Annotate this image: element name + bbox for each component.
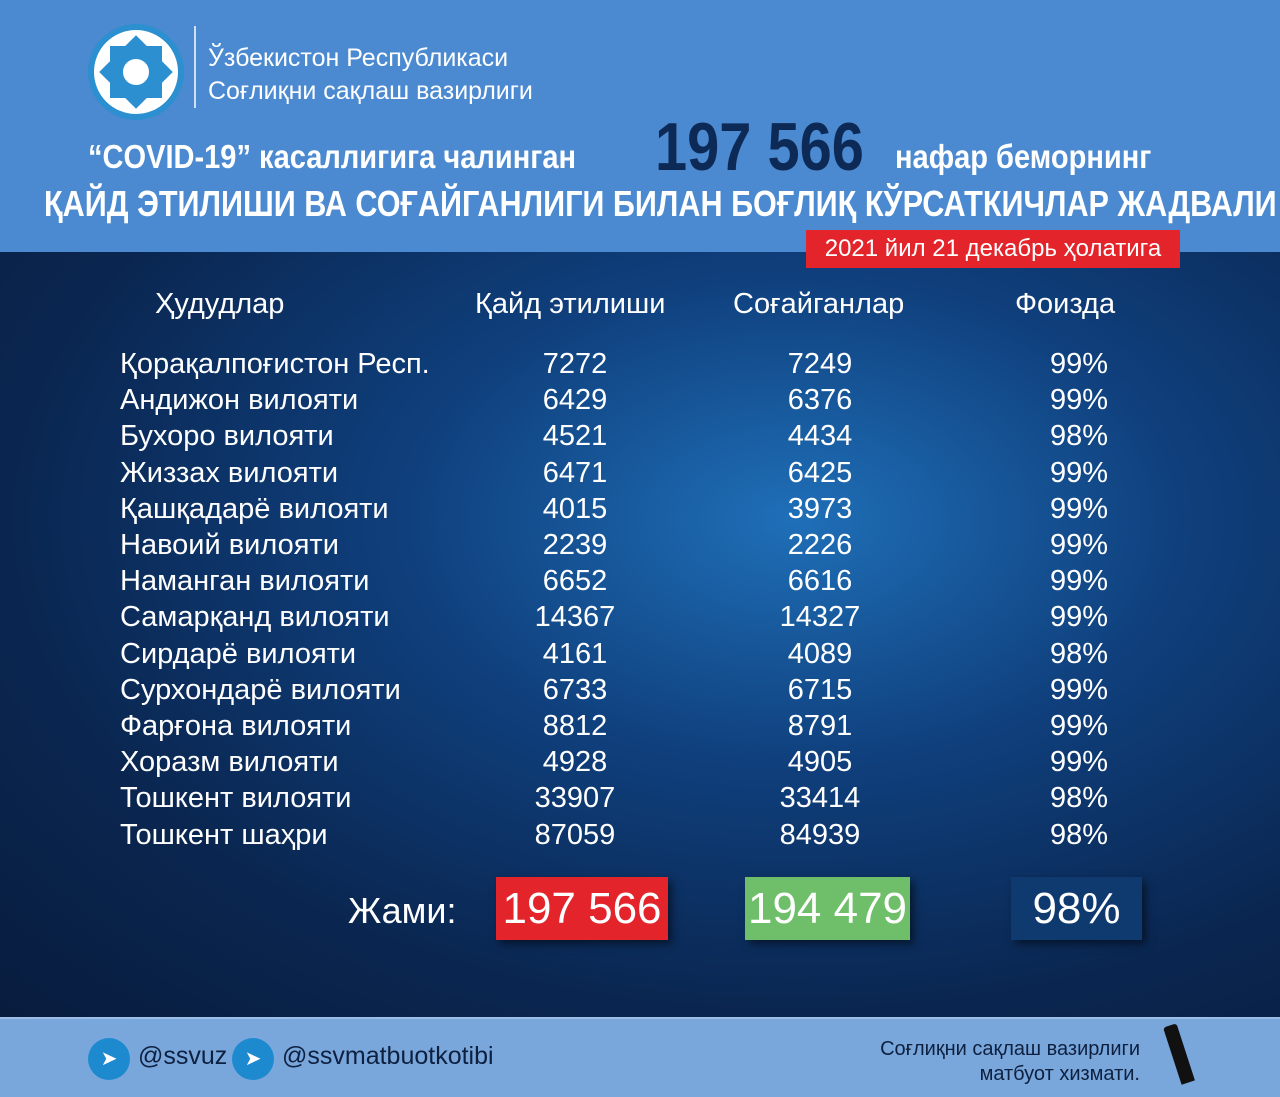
total-registered: 197 566	[496, 877, 668, 940]
table-row: Наманган вилояти 6652 6616 99%	[0, 565, 1280, 601]
cell-percent: 98%	[1049, 818, 1108, 851]
cell-region: Сурхондарё вилояти	[120, 673, 401, 706]
cell-percent: 99%	[1049, 384, 1108, 417]
press-line2: матбуот хизмати.	[979, 1063, 1140, 1085]
telegram-handle-2[interactable]: @ssvmatbuotkotibi	[282, 1042, 494, 1070]
cell-region: Тошкент шаҳри	[120, 818, 328, 851]
cell-percent: 98%	[1049, 782, 1108, 815]
cell-recovered: 3973	[787, 492, 853, 525]
cell-region: Андижон вилояти	[120, 384, 359, 417]
table-row: Фарғона вилояти 8812 8791 99%	[0, 710, 1280, 746]
title-number: 197 566	[655, 109, 864, 185]
cell-region: Бухоро вилояти	[120, 420, 334, 453]
cell-percent: 99%	[1049, 348, 1108, 380]
header: Ўзбекистон Республикаси Соғлиқни сақлаш …	[0, 0, 1280, 252]
cell-percent: 98%	[1049, 420, 1108, 453]
telegram-icon: ➤	[232, 1038, 274, 1080]
cell-region: Навоий вилояти	[120, 529, 339, 561]
cell-percent: 99%	[1049, 529, 1108, 561]
title-part1: “COVID-19” касаллигига чалинган	[88, 138, 577, 175]
table-row: Бухоро вилояти 4521 4434 98%	[0, 420, 1280, 456]
cell-recovered: 14327	[779, 601, 861, 634]
cell-registered: 4015	[542, 492, 608, 525]
telegram-handle-1[interactable]: @ssvuz	[138, 1042, 228, 1070]
press-line1: Соғлиқни сақлаш вазирлиги	[880, 1038, 1140, 1060]
cell-region: Қорақалпоғистон Респ.	[120, 348, 430, 380]
total-label: Жами:	[348, 890, 457, 931]
table-row: Тошкент вилояти 33907 33414 98%	[0, 782, 1280, 818]
cell-registered: 7272	[542, 348, 608, 380]
cell-percent: 99%	[1049, 673, 1108, 706]
cell-region: Самарқанд вилояти	[120, 601, 390, 634]
cell-registered: 14367	[534, 601, 616, 634]
cell-recovered: 2226	[787, 529, 853, 561]
cell-registered: 87059	[534, 818, 616, 851]
cell-percent: 99%	[1049, 492, 1108, 525]
table-row: Андижон вилояти 6429 6376 99%	[0, 384, 1280, 420]
date-badge: 2021 йил 21 декабрь ҳолатига	[806, 230, 1180, 268]
footer	[0, 1017, 1280, 1097]
cell-recovered: 33414	[779, 782, 861, 815]
table-row: Хоразм вилояти 4928 4905 99%	[0, 746, 1280, 782]
cell-registered: 4161	[542, 637, 608, 670]
cell-percent: 99%	[1049, 746, 1108, 779]
telegram-icon: ➤	[88, 1038, 130, 1080]
cell-registered: 4521	[542, 420, 608, 453]
cell-region: Қашқадарё вилояти	[120, 492, 389, 525]
org-line2: Соғлиқни сақлаш вазирлиги	[208, 77, 533, 105]
divider	[194, 26, 196, 108]
cell-registered: 6429	[542, 384, 608, 417]
cell-percent: 99%	[1049, 456, 1108, 489]
table-row: Қорақалпоғистон Респ. 7272 7249 99%	[0, 348, 1280, 384]
cell-registered: 8812	[542, 710, 608, 742]
table-row: Самарқанд вилояти 14367 14327 99%	[0, 601, 1280, 637]
header-regions: Ҳудудлар	[155, 288, 285, 320]
cell-recovered: 6715	[787, 673, 853, 706]
cell-percent: 98%	[1049, 637, 1108, 670]
table-row: Сурхондарё вилояти 6733 6715 99%	[0, 674, 1280, 710]
cell-recovered: 4089	[787, 637, 853, 670]
cell-registered: 6471	[542, 456, 608, 489]
cell-registered: 33907	[534, 782, 616, 815]
cell-recovered: 8791	[787, 710, 853, 742]
table-row: Қашқадарё вилояти 4015 3973 99%	[0, 493, 1280, 529]
cell-region: Хоразм вилояти	[120, 746, 339, 779]
total-percent: 98%	[1011, 877, 1142, 940]
header-registered: Қайд этилиши	[475, 288, 666, 320]
cell-region: Сирдарё вилояти	[120, 637, 357, 670]
header-percent: Фоизда	[1015, 288, 1116, 320]
cell-recovered: 6616	[787, 565, 853, 598]
cell-region: Фарғона вилояти	[120, 710, 352, 742]
cell-recovered: 84939	[779, 818, 861, 851]
table-row: Тошкент шаҳри 87059 84939 98%	[0, 819, 1280, 855]
header-recovered: Соғайганлар	[733, 288, 905, 320]
cell-region: Жиззах вилояти	[120, 456, 339, 489]
cell-registered: 4928	[542, 746, 608, 779]
cell-percent: 99%	[1049, 565, 1108, 598]
ministry-logo	[88, 24, 184, 120]
cell-recovered: 7249	[787, 348, 853, 380]
title-line2: ҚАЙД ЭТИЛИШИ ВА СОҒАЙГАНЛИГИ БИЛАН БОҒЛИ…	[44, 183, 1277, 224]
table-row: Сирдарё вилояти 4161 4089 98%	[0, 638, 1280, 674]
title-part2: нафар беморнинг	[895, 138, 1152, 175]
cell-registered: 6733	[542, 673, 608, 706]
total-recovered: 194 479	[745, 877, 910, 940]
cell-registered: 6652	[542, 565, 608, 598]
table-row: Навоий вилояти 2239 2226 99%	[0, 529, 1280, 565]
cell-recovered: 6425	[787, 456, 853, 489]
cell-percent: 99%	[1049, 710, 1108, 742]
cell-recovered: 4434	[787, 420, 853, 453]
cell-recovered: 6376	[787, 384, 853, 417]
cell-percent: 99%	[1049, 601, 1108, 634]
cell-region: Тошкент вилояти	[120, 782, 352, 815]
cell-recovered: 4905	[787, 746, 853, 779]
org-line1: Ўзбекистон Республикаси	[208, 44, 509, 72]
table-row: Жиззах вилояти 6471 6425 99%	[0, 457, 1280, 493]
cell-registered: 2239	[542, 529, 608, 561]
cell-region: Наманган вилояти	[120, 565, 370, 598]
